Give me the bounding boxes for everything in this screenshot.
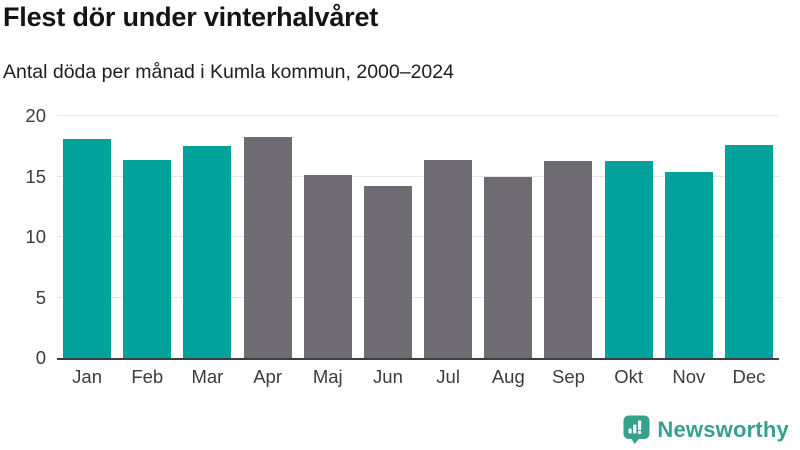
bar-apr <box>243 136 292 358</box>
chart-title: Flest dör under vinterhalvåret <box>3 2 379 32</box>
gridline-15 <box>57 175 779 177</box>
bar-feb <box>123 159 172 358</box>
bar-slot-sep <box>538 116 598 358</box>
bar-slot-maj <box>298 116 358 358</box>
bar-maj <box>303 175 352 358</box>
x-label-mar: Mar <box>191 366 224 387</box>
bar-okt <box>604 160 653 358</box>
x-label-feb: Feb <box>131 366 164 387</box>
x-axis-line <box>57 358 779 360</box>
x-label-dec: Dec <box>732 366 766 387</box>
newsworthy-logo-icon <box>623 415 650 444</box>
brand-footer: Newsworthy <box>623 415 789 444</box>
bar-slot-jan <box>57 116 117 358</box>
bar-dec <box>724 145 773 358</box>
plot-area <box>57 115 779 360</box>
bar-mar <box>183 146 232 358</box>
x-label-jul: Jul <box>436 366 460 387</box>
bar-jul <box>424 159 473 358</box>
y-tick-20: 20 <box>25 105 46 126</box>
bar-slot-jul <box>418 116 478 358</box>
bar-nov <box>664 171 713 358</box>
x-label-maj: Maj <box>312 366 343 387</box>
brand-name: Newsworthy <box>657 416 789 442</box>
x-label-okt: Okt <box>614 366 644 387</box>
bar-slot-mar <box>177 116 237 358</box>
x-label-aug: Aug <box>491 366 525 387</box>
y-axis: 0 5 10 15 20 <box>0 105 46 368</box>
gridline-5 <box>57 296 779 298</box>
x-label-nov: Nov <box>672 366 706 387</box>
bars-row <box>57 116 779 358</box>
bar-jun <box>363 186 412 358</box>
bar-slot-jun <box>358 116 418 358</box>
bar-slot-aug <box>478 116 538 358</box>
y-tick-15: 15 <box>25 165 46 187</box>
chart-subtitle: Antal döda per månad i Kumla kommun, 200… <box>3 61 454 83</box>
x-axis-labels: Jan Feb Mar Apr Maj Jun Jul Aug Sep Okt Nov Dec <box>57 366 779 388</box>
y-tick-10: 10 <box>25 226 46 247</box>
bar-slot-feb <box>117 116 177 358</box>
gridline-20 <box>57 115 779 116</box>
bar-sep <box>544 160 593 358</box>
bar-jan <box>63 139 112 358</box>
x-label-apr: Apr <box>253 366 282 387</box>
bar-slot-okt <box>599 116 659 358</box>
bar-aug <box>484 176 533 358</box>
x-label-jan: Jan <box>72 366 102 387</box>
gridline-10 <box>57 236 779 237</box>
x-label-sep: Sep <box>552 366 585 387</box>
bar-slot-dec <box>719 116 779 358</box>
bar-slot-nov <box>659 116 719 358</box>
y-tick-5: 5 <box>35 286 46 308</box>
bar-slot-apr <box>238 116 298 358</box>
y-tick-0: 0 <box>35 347 46 368</box>
x-label-jun: Jun <box>373 366 403 387</box>
